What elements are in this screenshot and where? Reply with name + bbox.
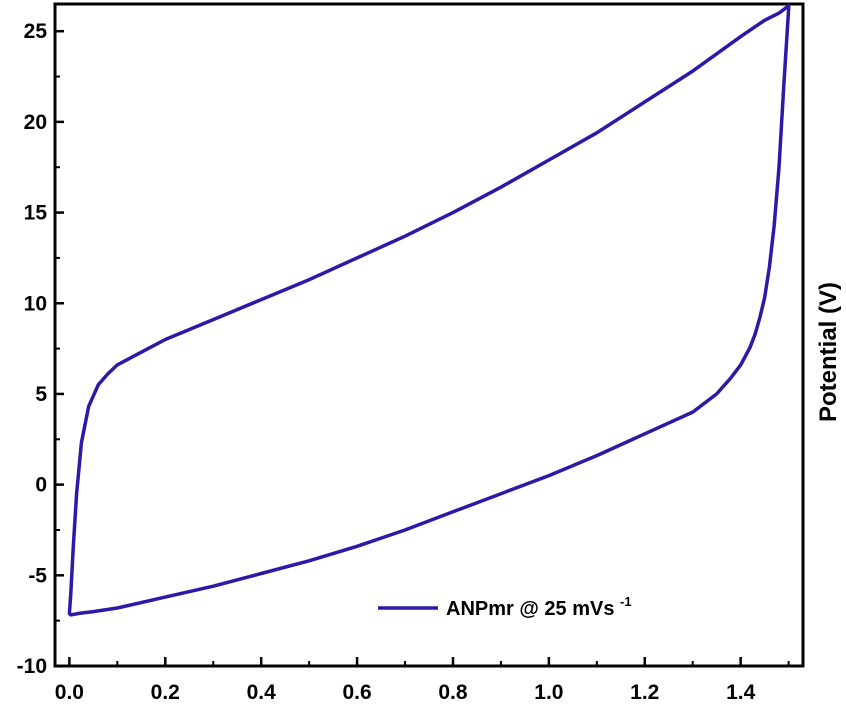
- y-tick-label: 5: [35, 383, 47, 406]
- y-tick-label: 20: [24, 111, 47, 134]
- series-line: [67, 4, 791, 617]
- x-tick-label: 1.0: [534, 681, 563, 704]
- legend-label-superscript: -1: [620, 594, 632, 609]
- y-tick-label: -5: [28, 564, 47, 587]
- y-tick-label: -10: [17, 655, 47, 678]
- y-axis: 25 20 15 10 5 0 -5 -10: [17, 20, 64, 678]
- legend-label: ANPmr @ 25 mVs -1: [446, 594, 632, 620]
- x-tick-label: 0.4: [247, 681, 277, 704]
- x-tick-label: 1.4: [726, 681, 756, 704]
- x-tick-label: 0.6: [342, 681, 371, 704]
- x-tick-label: 0.2: [151, 681, 180, 704]
- legend-label-main: ANPmr @ 25 mVs: [446, 598, 614, 620]
- y-tick-label: 0: [35, 474, 47, 497]
- legend: ANPmr @ 25 mVs -1: [378, 594, 632, 620]
- plot-frame: [53, 2, 805, 668]
- x-axis: 0.0 0.2 0.4 0.6 0.8 1.0 1.2 1.4: [55, 657, 790, 704]
- y-axis-title: Potential (V): [815, 282, 842, 422]
- y-tick-label: 15: [24, 202, 48, 225]
- y-tick-label: 25: [24, 20, 48, 43]
- x-tick-label: 0.8: [438, 681, 468, 704]
- y-tick-label: 10: [24, 292, 47, 315]
- x-tick-label: 1.2: [630, 681, 659, 704]
- x-tick-label: 0.0: [55, 681, 84, 704]
